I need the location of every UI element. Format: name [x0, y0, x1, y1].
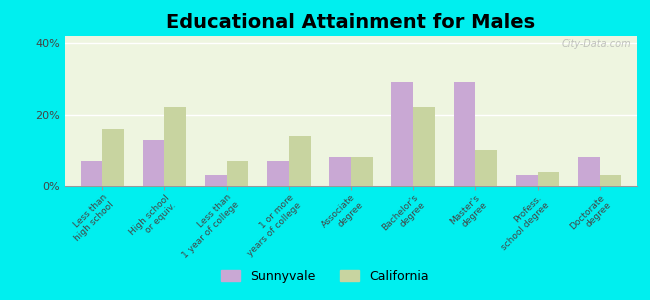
Bar — [267, 161, 289, 186]
Bar — [164, 107, 187, 186]
Bar — [102, 129, 124, 186]
Bar — [600, 175, 621, 186]
Bar — [413, 107, 435, 186]
Bar — [475, 150, 497, 186]
Bar — [81, 161, 102, 186]
Bar — [227, 161, 248, 186]
Bar — [538, 172, 559, 186]
Bar — [330, 158, 351, 186]
Bar — [454, 82, 475, 186]
Bar — [143, 140, 164, 186]
Bar — [351, 158, 372, 186]
Bar — [205, 175, 227, 186]
Bar — [515, 175, 538, 186]
Bar — [289, 136, 311, 186]
Bar — [578, 158, 600, 186]
Legend: Sunnyvale, California: Sunnyvale, California — [216, 265, 434, 288]
Text: City-Data.com: City-Data.com — [562, 39, 631, 49]
Bar — [391, 82, 413, 186]
Title: Educational Attainment for Males: Educational Attainment for Males — [166, 13, 536, 32]
